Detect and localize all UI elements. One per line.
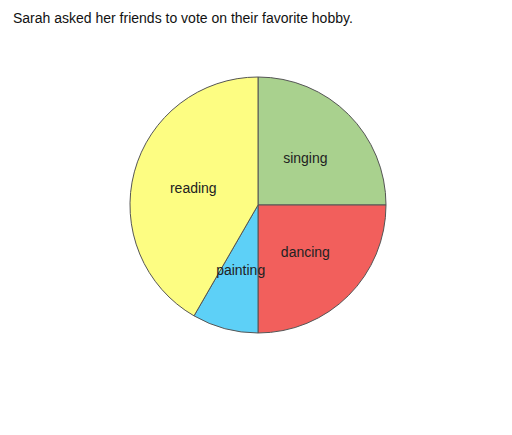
svg-text:Sarah asked her friends to vot: Sarah asked her friends to vote on their…	[13, 10, 353, 26]
svg-text:dancing: dancing	[281, 244, 330, 260]
svg-text:singing: singing	[283, 150, 327, 166]
svg-text:reading: reading	[170, 180, 217, 196]
svg-text:painting: painting	[216, 262, 265, 278]
